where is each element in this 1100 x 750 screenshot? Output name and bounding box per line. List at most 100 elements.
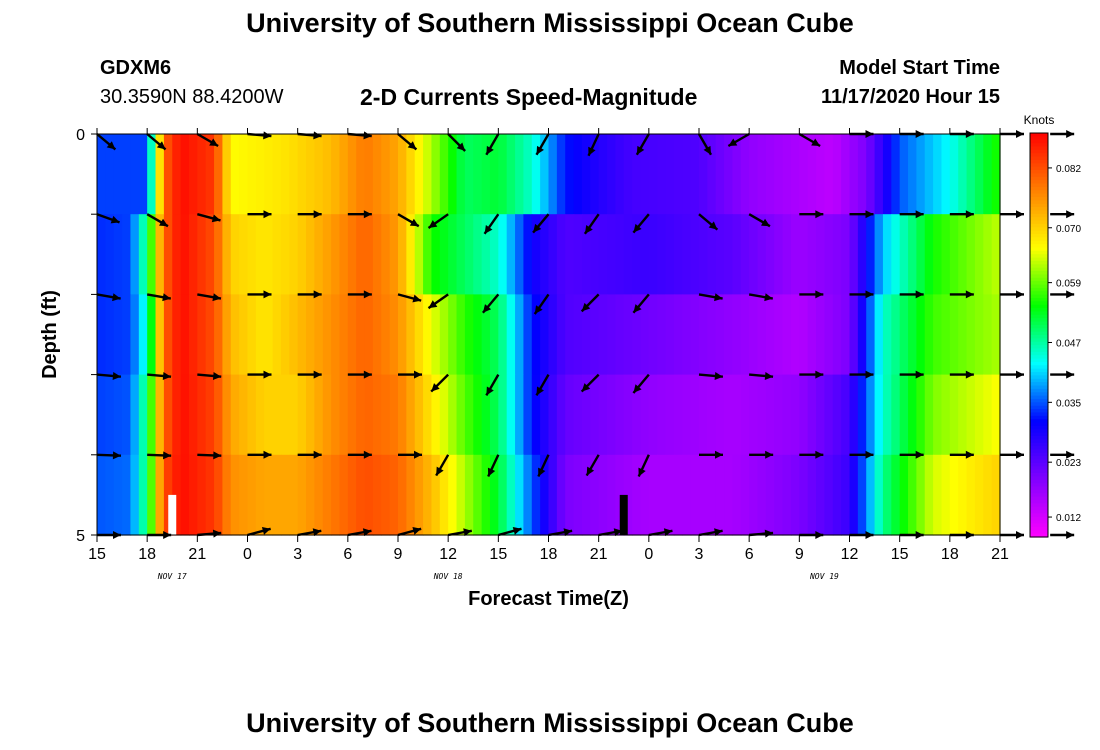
colorbar-cell [1030,193,1048,198]
heatmap-cell [866,454,876,536]
heatmap-cell [824,134,834,215]
heatmap-cell [280,214,290,295]
heatmap-cell [230,454,240,536]
colorbar-cell [1030,271,1048,275]
colorbar-cell [1030,341,1048,346]
heatmap-cell [757,214,767,295]
heatmap-cell [280,134,290,215]
heatmap-cell [983,454,993,536]
vector-head [482,304,492,313]
heatmap-cell [991,374,1001,456]
current-vector [347,528,372,537]
heatmap-cell [431,134,441,215]
heatmap-cell [699,374,708,456]
heatmap-cell [331,454,341,536]
heatmap-cell [916,374,926,456]
heatmap-cell [849,214,859,295]
colorbar-cell [1030,230,1048,235]
colorbar-cell [1030,294,1048,299]
heatmap-cell [188,374,198,456]
heatmap-cell [966,294,976,376]
heatmap-cell [665,454,675,536]
heatmap-cell [289,134,299,215]
heatmap-cell [974,374,984,456]
heatmap-cell [489,374,499,456]
colorbar-cell [1030,439,1048,444]
vector-head [1016,130,1024,138]
vector-head [212,529,222,538]
heatmap-cell [188,134,198,215]
colorbar-cell [1030,449,1048,454]
vector-head [1016,290,1024,299]
heatmap-cell [548,214,558,295]
heatmap-cell [489,214,499,295]
heatmap-cell [657,294,667,376]
heatmap-cell [690,454,700,536]
heatmap-cell [732,374,742,456]
colorbar-cell [1030,254,1048,259]
heatmap-cell [205,214,215,295]
heatmap-cell [515,374,525,456]
heatmap-cell [464,454,474,536]
heatmap-cell [322,374,332,456]
vector-head [865,290,874,299]
current-vector [697,133,713,156]
heatmap-cell [607,214,616,295]
heatmap-cell [958,294,968,376]
colorbar-cell [1030,382,1048,387]
heatmap-cell [306,294,315,376]
heatmap-cell [97,134,106,215]
vector-head [714,528,723,537]
heatmap-cell [506,374,516,456]
heatmap-cell [765,374,775,456]
heatmap-cell [122,454,132,536]
vector-head [1066,370,1075,379]
heatmap-cell [398,214,407,295]
heatmap-cell [974,454,984,536]
heatmap-cell [882,454,892,536]
heatmap-cell [581,134,591,215]
heatmap-cell [214,374,224,456]
heatmap-cell [230,294,240,376]
current-vector [749,450,774,459]
heatmap-cell [832,214,842,295]
heatmap-cell [130,214,140,295]
heatmap-cell [874,294,884,376]
current-vector [397,526,422,537]
heatmap-cell [214,134,224,215]
heatmap-cell [272,294,282,376]
heatmap-cell [991,214,1001,295]
x-tick-label: 6 [343,546,352,563]
current-vector [196,132,219,148]
heatmap-cell [949,214,959,295]
heatmap-cell [816,294,826,376]
current-vector [347,210,372,219]
date-label: NOV 19 [809,572,839,581]
colorbar-cell [1030,149,1048,154]
heatmap-cell [297,454,307,536]
heatmap-cell [531,214,541,295]
heatmap-cell [615,374,625,456]
colorbar-cell [1030,257,1048,262]
heatmap-cell [506,214,516,295]
heatmap-cell [707,214,717,295]
heatmap-cell [113,374,123,456]
current-vector [799,210,824,219]
heatmap-cell [916,294,926,376]
heatmap-cell [314,374,324,456]
colorbar-cell [1030,240,1048,245]
heatmap-cell [97,454,106,536]
heatmap-cell [464,294,474,376]
heatmap-cell [339,134,349,215]
heatmap-cell [364,454,374,536]
heatmap-cell [239,294,249,376]
colorbar-cell [1030,284,1048,289]
current-vector [637,454,650,478]
heatmap-cell [347,294,357,376]
vector-head [586,466,595,476]
colorbar-cell [1030,291,1048,296]
colorbar-cell [1030,176,1048,181]
heatmap-cell [498,134,508,215]
vector-head [815,450,824,459]
heatmap-cell [665,214,675,295]
